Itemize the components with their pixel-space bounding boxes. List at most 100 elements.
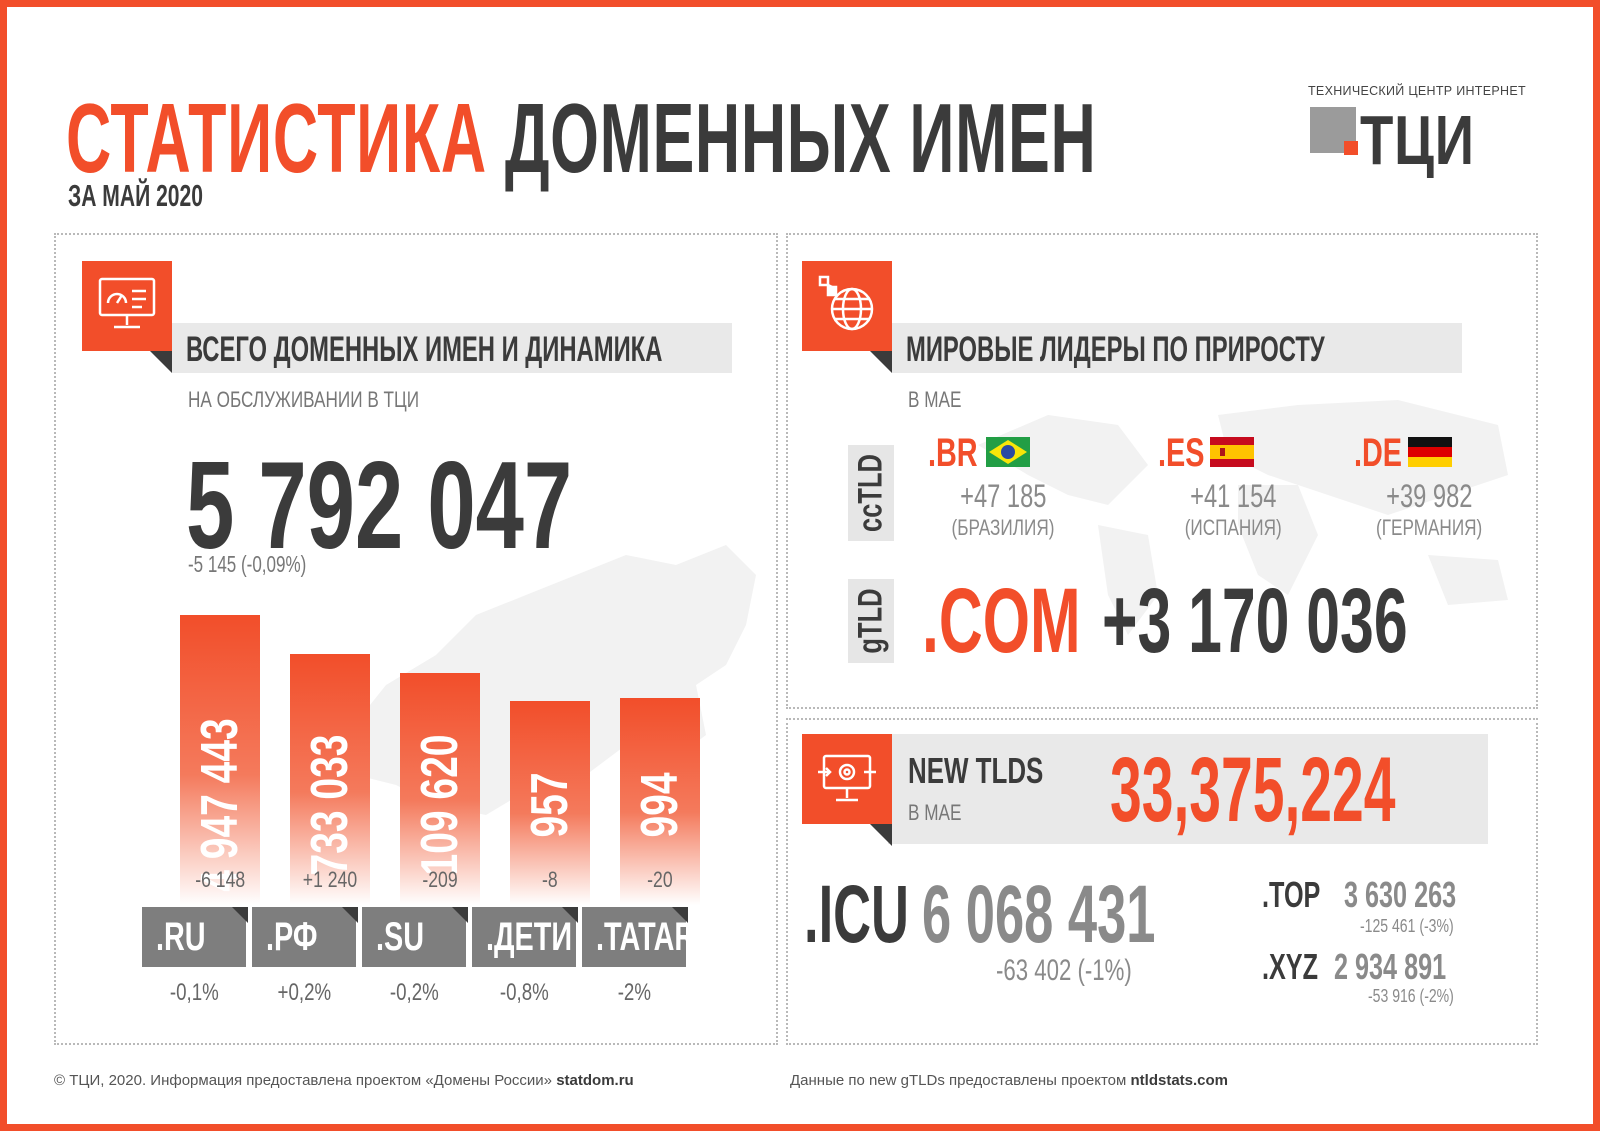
cctld-label: ccTLD <box>848 445 894 541</box>
tld-category-text: .ДЕТИ <box>486 915 573 959</box>
leader-country: (БРАЗИЛИЯ) <box>928 515 1078 541</box>
leader-code-text: .ES <box>1158 431 1205 475</box>
cctld-label-text: ccTLD <box>851 454 890 532</box>
gtld-label-text: gTLD <box>851 588 890 654</box>
ribbon-tail <box>150 351 172 373</box>
leader-code: .BR <box>928 431 1078 476</box>
icu-delta: -63 402 (-1%) <box>996 954 1179 988</box>
top-delta: -125 461 (-3%) <box>1360 916 1480 937</box>
total-domains-value: 5 792 047 <box>186 435 738 577</box>
icu-delta-text: -63 402 (-1%) <box>996 954 1132 987</box>
page-title: СТАТИСТИКА ДОМЕННЫХ ИМЕН <box>66 82 1600 193</box>
tld-category-text: .TATAR <box>596 915 696 959</box>
top-code-text: .TOP <box>1262 874 1321 915</box>
brazil-flag-icon <box>986 437 1030 467</box>
footer-right-text: Данные по new gTLDs предоставлены проект… <box>790 1072 1127 1089</box>
bar-value-text: 957 <box>521 772 579 838</box>
bar-delta-label: -8 <box>510 867 590 893</box>
new-tlds-sublabel: В МАЕ <box>908 800 976 826</box>
leader-growth: +39 982 <box>1354 478 1504 515</box>
tld-percent-text: -0,1% <box>169 979 219 1006</box>
tld-category-label: .TATAR <box>582 907 695 967</box>
section-subheading: В МАЕ <box>908 387 976 413</box>
tld-percent-change: -2% <box>579 979 689 1007</box>
logo-text: ТЦИ <box>1360 100 1507 180</box>
logo-caption: ТЕХНИЧЕСКИЙ ЦЕНТР ИНТЕРНЕТ <box>1308 84 1526 98</box>
bar-delta-label: +1 240 <box>290 867 370 893</box>
section-heading: МИРОВЫЕ ЛИДЕРЫ ПО ПРИРОСТУ <box>906 330 1325 369</box>
leader-es: .ES +41 154 (ИСПАНИЯ) <box>1158 431 1308 541</box>
chart-bar: 733 033 +1 240 <box>290 654 370 905</box>
tld-category-label: .RU <box>142 907 248 967</box>
ntldstats-link[interactable]: ntldstats.com <box>1130 1072 1229 1089</box>
top-value-text: 3 630 263 <box>1344 874 1457 915</box>
new-tlds-label: NEW TLDS <box>908 750 1096 792</box>
germany-flag-icon <box>1408 437 1452 467</box>
xyz-code: .XYZ <box>1262 946 1342 988</box>
tld-percent-text: -0,2% <box>389 979 439 1006</box>
xyz-value-text: 2 934 891 <box>1334 946 1447 987</box>
gtld-label: gTLD <box>848 579 894 663</box>
icu-code-text: .ICU <box>804 869 909 960</box>
bar-value-label: 994 <box>631 772 747 837</box>
new-tlds-label-text: NEW TLDS <box>908 750 1044 791</box>
footer-right: Данные по new gTLDs предоставлены проект… <box>790 1072 1228 1089</box>
leader-country-text: (БРАЗИЛИЯ) <box>951 515 1055 540</box>
leader-de: .DE +39 982 (ГЕРМАНИЯ) <box>1354 431 1504 541</box>
computer-settings-icon <box>818 754 876 802</box>
new-tlds-total: 33,375,224 <box>1110 738 1570 843</box>
section-subheading: НА ОБСЛУЖИВАНИИ В ТЦИ <box>188 387 484 413</box>
leader-br: .BR +47 185 (БРАЗИЛИЯ) <box>928 431 1078 541</box>
title-part1: СТАТИСТИКА <box>66 83 487 193</box>
bar-delta-label: -6 148 <box>180 867 260 893</box>
xyz-code-text: .XYZ <box>1262 946 1319 987</box>
monitor-dashboard-icon <box>98 277 156 329</box>
bar-value-text: 994 <box>631 772 689 838</box>
ribbon-tail <box>870 824 892 846</box>
bar-delta-text: +1 240 <box>302 867 358 892</box>
tld-percent-text: -2% <box>617 979 651 1006</box>
new-tlds-sublabel-text: В МАЕ <box>908 800 962 825</box>
spain-flag-icon <box>1210 437 1254 467</box>
gtld-code: .COM <box>922 569 1162 674</box>
tld-percent-change: +0,2% <box>249 979 359 1007</box>
section-heading-banner: МИРОВЫЕ ЛИДЕРЫ ПО ПРИРОСТУ <box>892 323 1462 373</box>
top-delta-text: -125 461 (-3%) <box>1360 916 1454 936</box>
leader-country-text: (ИСПАНИЯ) <box>1184 515 1282 540</box>
tld-category-text: .RU <box>156 915 206 959</box>
computer-settings-icon-box <box>802 734 892 824</box>
world-leaders-panel: МИРОВЫЕ ЛИДЕРЫ ПО ПРИРОСТУ В МАЕ ccTLD g… <box>786 233 1538 709</box>
footer-left-text: © ТЦИ, 2020. Информация предоставлена пр… <box>54 1072 553 1089</box>
monitor-dashboard-icon-box <box>82 261 172 351</box>
gtld-code-text: .COM <box>922 570 1081 672</box>
subheading-text: В МАЕ <box>908 387 962 412</box>
leader-growth-text: +39 982 <box>1385 478 1473 514</box>
icu-value: 6 068 431 <box>922 868 1287 962</box>
top-value: 3 630 263 <box>1344 874 1504 916</box>
bar-delta-text: -20 <box>647 867 673 892</box>
new-tlds-panel: NEW TLDS В МАЕ 33,375,224 .ICU 6 068 431… <box>786 718 1538 1045</box>
logo-wordmark: ТЦИ <box>1360 101 1475 179</box>
leader-growth: +41 154 <box>1158 478 1308 515</box>
tld-category-label: .ДЕТИ <box>472 907 578 967</box>
total-change-text: -5 145 (-0,09%) <box>188 551 307 577</box>
leader-code: .DE <box>1354 431 1504 476</box>
total-value-text: 5 792 047 <box>186 437 573 575</box>
ribbon-tail <box>870 351 892 373</box>
leader-growth-text: +41 154 <box>1189 478 1277 514</box>
xyz-value: 2 934 891 <box>1334 946 1494 988</box>
globe-network-icon <box>818 275 874 331</box>
top-code: .TOP <box>1262 874 1345 916</box>
bar-delta-label: -209 <box>400 867 480 893</box>
tld-category-label: .РФ <box>252 907 358 967</box>
total-domains-change: -5 145 (-0,09%) <box>188 551 348 578</box>
leader-code-text: .BR <box>928 431 978 475</box>
total-domains-panel: ВСЕГО ДОМЕННЫХ ИМЕН И ДИНАМИКА НА ОБСЛУЖ… <box>54 233 778 1045</box>
bar-value-text: 4 947 443 <box>191 718 249 892</box>
statdom-link[interactable]: statdom.ru <box>556 1072 634 1089</box>
tld-category-label: .SU <box>362 907 468 967</box>
subheading-text: НА ОБСЛУЖИВАНИИ В ТЦИ <box>188 387 420 412</box>
globe-network-icon-box <box>802 261 892 351</box>
title-part2: ДОМЕННЫХ ИМЕН <box>504 83 1097 193</box>
